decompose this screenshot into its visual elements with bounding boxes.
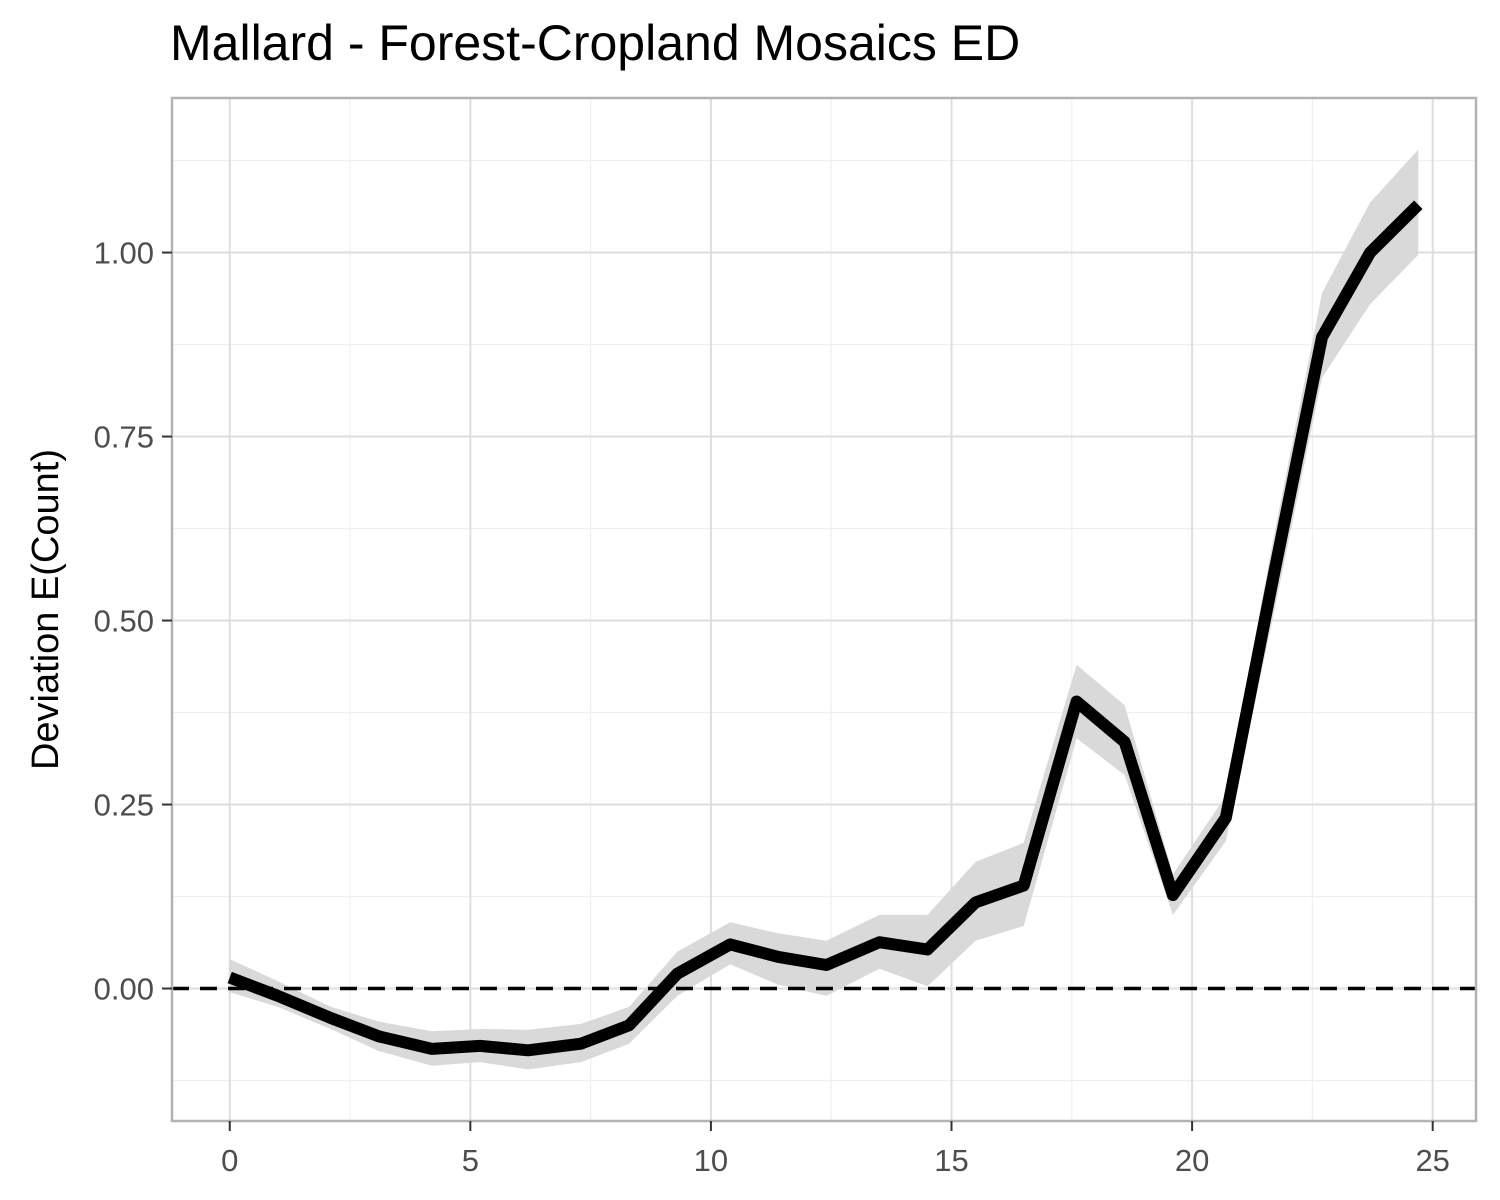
x-tick-label: 25 bbox=[1415, 1143, 1449, 1178]
y-axis-title: Deviation E(Count) bbox=[25, 449, 67, 770]
series-line bbox=[227, 200, 1423, 1057]
confidence-band bbox=[229, 149, 1419, 1070]
panel-border bbox=[170, 96, 1478, 1123]
y-tick-label: 1.00 bbox=[94, 236, 154, 271]
x-tick-label: 5 bbox=[462, 1143, 479, 1178]
x-tick-label: 0 bbox=[221, 1143, 238, 1178]
y-tick-label: 0.25 bbox=[94, 788, 154, 823]
y-tick-label: 0.50 bbox=[94, 604, 154, 639]
x-tick-label: 10 bbox=[694, 1143, 728, 1178]
y-tick-label: 0.75 bbox=[94, 420, 154, 455]
y-tick-label: 0.00 bbox=[94, 972, 154, 1007]
x-tick-label: 15 bbox=[934, 1143, 968, 1178]
chart-title: Mallard - Forest-Cropland Mosaics ED bbox=[170, 15, 1021, 71]
x-tick-label: 20 bbox=[1175, 1143, 1209, 1178]
